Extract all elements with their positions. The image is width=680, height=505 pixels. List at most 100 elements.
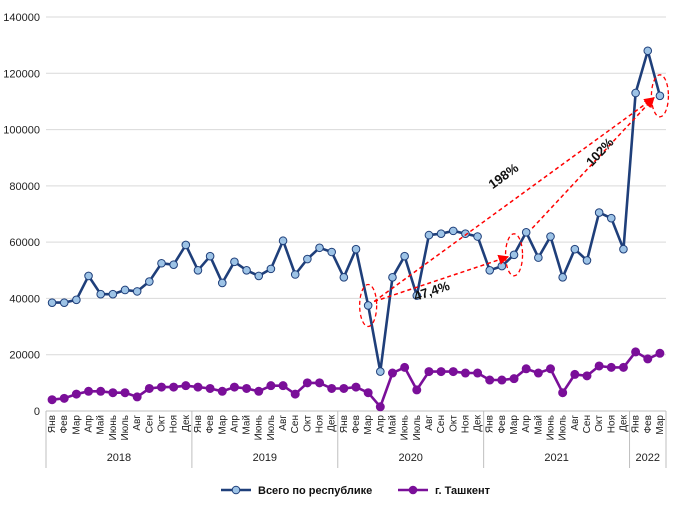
data-point <box>606 213 616 223</box>
highlight-ellipse <box>359 283 378 328</box>
data-point <box>582 371 592 381</box>
y-tick-label: 80000 <box>9 181 40 193</box>
x-tick-label: Июль <box>266 415 277 441</box>
data-point <box>302 378 312 388</box>
data-point <box>351 382 361 392</box>
data-point <box>460 368 470 378</box>
data-point <box>546 232 555 241</box>
data-point <box>193 382 203 392</box>
data-point <box>278 381 288 391</box>
data-point <box>169 382 179 392</box>
x-tick-label: Апр <box>521 415 532 433</box>
data-point <box>242 383 252 393</box>
legend-marker <box>408 485 418 495</box>
annotation-label: 198% <box>486 160 522 192</box>
data-point <box>412 385 422 395</box>
series-group <box>47 46 665 412</box>
data-point <box>205 251 215 261</box>
data-point <box>108 388 118 398</box>
gridlines <box>46 16 666 412</box>
data-point <box>485 265 495 275</box>
data-point <box>533 368 543 378</box>
data-point <box>59 393 69 403</box>
data-point <box>132 287 142 296</box>
annotation-arrow <box>373 254 510 303</box>
x-tick-label: Мар <box>509 415 520 435</box>
x-tick-label: Сен <box>582 415 593 433</box>
data-point <box>96 386 106 396</box>
x-tick-label: Дек <box>473 414 484 431</box>
data-point <box>643 354 653 364</box>
data-point <box>315 243 324 253</box>
legend-label: Всего по республике <box>258 485 372 497</box>
data-point <box>229 382 239 392</box>
annotation-label: 102% <box>583 134 617 169</box>
x-tick-label: Авг <box>132 415 143 431</box>
data-point <box>290 389 300 399</box>
data-point <box>436 229 446 238</box>
data-point <box>618 362 628 372</box>
year-label: 2018 <box>107 452 131 464</box>
data-point <box>230 257 239 267</box>
data-point <box>570 369 580 379</box>
x-tick-label: Сен <box>290 415 301 433</box>
x-tick-label: Мар <box>217 415 228 435</box>
data-point <box>619 244 628 254</box>
data-point <box>47 395 57 405</box>
data-point <box>363 388 373 398</box>
data-point <box>375 402 385 412</box>
data-point <box>655 348 665 358</box>
annotation-arrow <box>373 97 655 303</box>
data-point <box>254 386 264 396</box>
data-point <box>643 46 653 56</box>
data-point <box>327 247 336 257</box>
annotation-arrow <box>531 97 655 229</box>
data-point <box>400 251 409 261</box>
data-point <box>534 253 543 262</box>
x-tick-label: Ноя <box>460 415 471 433</box>
x-tick-label: Мар <box>655 415 666 435</box>
data-point <box>145 277 154 286</box>
data-point <box>120 285 130 295</box>
x-tick-label: Апр <box>375 415 386 433</box>
x-tick-label: Янв <box>631 415 642 433</box>
x-axis: Янв Фев Мар Апр Май Июнь Июль Авг Сен Окт Ноя Дек Ян… <box>45 410 667 468</box>
x-tick-label: Фев <box>59 415 70 433</box>
y-axis: 0 20000 40000 60000 80000 100000 120000 140000 <box>3 12 40 418</box>
x-tick-label: Мар <box>71 415 82 435</box>
data-point <box>59 298 69 307</box>
data-point <box>521 227 531 237</box>
y-tick-label: 20000 <box>9 350 40 362</box>
x-tick-label: Сен <box>144 415 155 433</box>
data-point <box>193 265 203 275</box>
x-tick-label: Май <box>533 415 544 435</box>
data-point <box>558 273 567 282</box>
legend-label: г. Ташкент <box>435 485 491 497</box>
data-point <box>339 273 349 282</box>
x-tick-label: Июль <box>412 415 423 441</box>
data-point <box>509 250 519 260</box>
series-line <box>52 49 662 373</box>
data-point <box>461 229 470 238</box>
x-tick-label: Сен <box>436 415 447 433</box>
data-point <box>521 364 531 374</box>
year-label: 2022 <box>636 452 660 464</box>
x-tick-label: Июль <box>558 415 569 441</box>
data-point <box>582 256 592 265</box>
data-point <box>266 381 276 391</box>
x-tick-label: Май <box>242 415 253 435</box>
x-tick-label: Июнь <box>546 415 557 440</box>
data-point <box>217 278 227 288</box>
highlight-ellipse <box>504 233 524 277</box>
x-tick-label: Фев <box>351 415 362 433</box>
year-label: 2020 <box>398 452 422 464</box>
data-point <box>631 88 640 98</box>
x-tick-label: Окт <box>448 415 459 432</box>
data-point <box>47 298 57 307</box>
data-point <box>266 264 276 274</box>
x-tick-label: Июнь <box>400 415 411 440</box>
x-tick-label: Ноя <box>169 415 180 433</box>
data-point <box>594 361 604 371</box>
data-point <box>497 375 507 385</box>
data-point <box>376 367 385 376</box>
